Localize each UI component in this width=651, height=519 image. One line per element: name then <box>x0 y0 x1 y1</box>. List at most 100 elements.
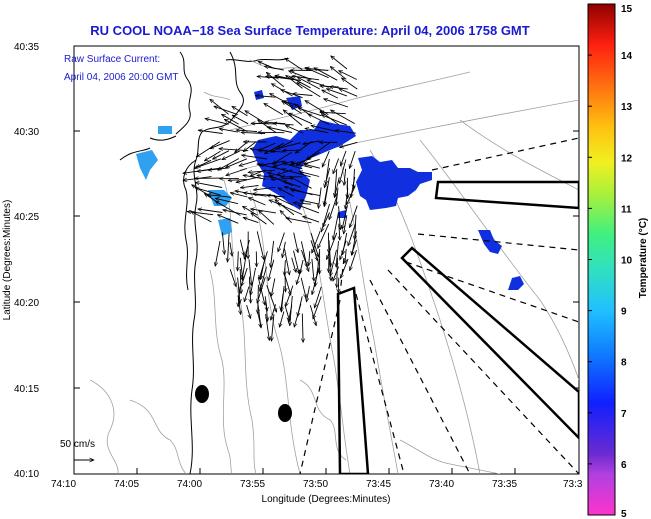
current-vector <box>339 70 357 80</box>
current-vector <box>346 185 356 205</box>
current-vector <box>339 159 347 184</box>
current-vector <box>259 210 275 225</box>
current-vector <box>239 257 243 281</box>
colorbar-tick-label: 8 <box>621 358 627 369</box>
current-vector <box>283 110 303 126</box>
current-vector <box>302 313 303 343</box>
current-vector <box>306 286 310 302</box>
current-vector <box>257 312 261 328</box>
current-vector <box>321 150 330 167</box>
colorbar-tick-label: 13 <box>621 102 633 113</box>
current-vector <box>243 175 266 180</box>
current-vector <box>343 232 348 255</box>
sst-patch-west-4 <box>218 218 232 236</box>
current-vector <box>311 258 314 281</box>
current-vector <box>239 239 244 256</box>
current-vector <box>245 111 267 125</box>
current-vector <box>268 259 275 281</box>
current-vector <box>248 197 266 206</box>
colorbar-tick-label: 7 <box>621 409 627 420</box>
current-vector <box>293 203 312 205</box>
current-vector <box>333 212 339 240</box>
current-vector <box>222 150 240 161</box>
sst-patch-west-1 <box>158 126 172 134</box>
current-vector <box>342 78 358 90</box>
legend-current-line2: April 04, 2006 20:00 GMT <box>64 72 179 83</box>
current-vector <box>312 267 320 295</box>
current-vector <box>341 150 347 166</box>
y-tick-label: 40:30 <box>14 127 39 138</box>
current-vector <box>329 87 348 90</box>
current-vector <box>349 150 356 168</box>
current-vector <box>248 259 252 285</box>
current-vector <box>335 130 356 134</box>
sst-patch-main <box>356 156 432 210</box>
current-vector <box>272 151 293 164</box>
current-vector <box>277 169 293 175</box>
current-vector <box>306 142 330 160</box>
current-vector <box>191 210 212 223</box>
current-vector <box>300 277 306 298</box>
current-vector <box>311 126 338 133</box>
x-tick-label: 73:3 <box>563 479 583 490</box>
current-vector <box>292 76 320 81</box>
current-vector <box>299 171 320 177</box>
current-vector <box>340 141 358 147</box>
current-vector <box>331 109 355 124</box>
current-vector <box>281 90 303 99</box>
sst-patch-tiny <box>338 210 346 218</box>
current-vector <box>348 224 356 246</box>
current-vector <box>350 205 358 228</box>
current-vector <box>340 258 349 278</box>
colorbar-tick-label: 15 <box>621 4 633 15</box>
current-vector <box>219 129 239 133</box>
current-vector <box>278 232 285 252</box>
y-tick-label: 40:35 <box>14 42 39 53</box>
current-vector <box>210 99 229 115</box>
current-vector <box>242 155 268 160</box>
current-vector <box>317 223 330 249</box>
current-vector <box>338 277 339 293</box>
current-vector <box>301 249 309 271</box>
x-tick-label: 74:10 <box>51 479 76 490</box>
current-vector <box>278 187 294 197</box>
y-tick-label: 40:20 <box>14 298 39 309</box>
colorbar-tick-label: 12 <box>621 153 633 164</box>
scale-label: 50 cm/s <box>60 439 95 450</box>
current-vector <box>213 150 230 160</box>
current-vector <box>271 278 276 296</box>
current-vector <box>285 268 286 292</box>
current-vector <box>271 304 277 320</box>
current-vector <box>215 240 221 266</box>
current-vector <box>248 169 276 172</box>
current-vector <box>286 218 312 224</box>
current-vector <box>309 251 310 266</box>
current-vector <box>293 94 313 96</box>
current-vector <box>258 150 284 152</box>
y-axis: 40:35 40:30 40:25 40:20 40:15 40:10 Lati… <box>2 42 579 480</box>
current-vector <box>290 176 312 189</box>
current-vector <box>230 193 248 198</box>
current-vector <box>288 304 293 322</box>
current-vector <box>267 127 293 133</box>
current-vector <box>238 286 241 307</box>
current-vector <box>303 140 320 144</box>
x-axis: 74:10 74:05 74:00 73:55 73:50 73:45 73:4… <box>51 468 583 505</box>
current-vector <box>291 257 296 273</box>
current-vector <box>274 196 294 206</box>
current-vector <box>267 195 285 197</box>
current-vector <box>198 130 223 134</box>
current-vector <box>342 205 348 229</box>
current-vector <box>196 159 212 168</box>
current-vector <box>236 130 258 132</box>
current-vector <box>340 240 347 260</box>
current-vector <box>339 88 358 97</box>
map-layers <box>74 51 579 474</box>
current-vector <box>297 83 321 98</box>
current-vector <box>293 250 300 274</box>
current-vector <box>345 248 346 263</box>
current-vector <box>314 286 322 308</box>
y-tick-label: 40:15 <box>14 384 39 395</box>
current-vector <box>329 195 338 220</box>
current-vector <box>273 123 294 125</box>
